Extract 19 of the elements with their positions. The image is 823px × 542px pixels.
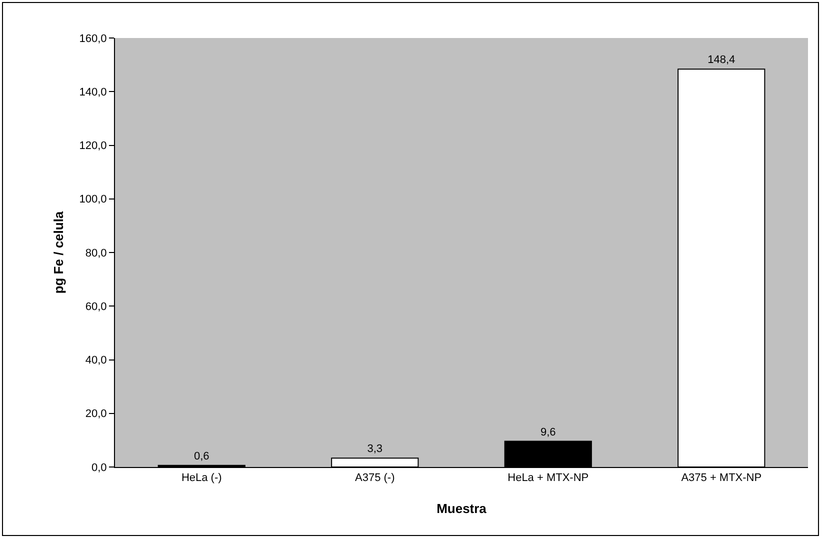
y-tick-label: 60,0 xyxy=(85,300,107,313)
y-tick-label: 0,0 xyxy=(92,462,107,474)
data-label: 0,6 xyxy=(194,450,210,462)
data-label: 9,6 xyxy=(540,426,556,438)
y-tick-label: 140,0 xyxy=(79,86,107,98)
data-label: 148,4 xyxy=(708,54,736,66)
y-tick-label: 40,0 xyxy=(85,354,107,367)
y-tick-label: 120,0 xyxy=(79,140,107,152)
y-axis-title: pg Fe / celula xyxy=(51,210,66,294)
x-tick-label: A375 (-) xyxy=(355,472,395,484)
x-axis-title: Muestra xyxy=(436,500,488,516)
x-tick-label: A375 + MTX-NP xyxy=(681,472,762,484)
x-tick-label: HeLa (-) xyxy=(181,472,222,484)
x-tick-label: HeLa + MTX-NP xyxy=(508,472,589,484)
data-label: 3,3 xyxy=(367,443,383,456)
y-tick-label: 80,0 xyxy=(85,247,107,260)
y-tick-label: 160,0 xyxy=(79,32,107,45)
y-tick-label: 20,0 xyxy=(85,408,107,420)
y-tick-label: 100,0 xyxy=(79,194,107,206)
